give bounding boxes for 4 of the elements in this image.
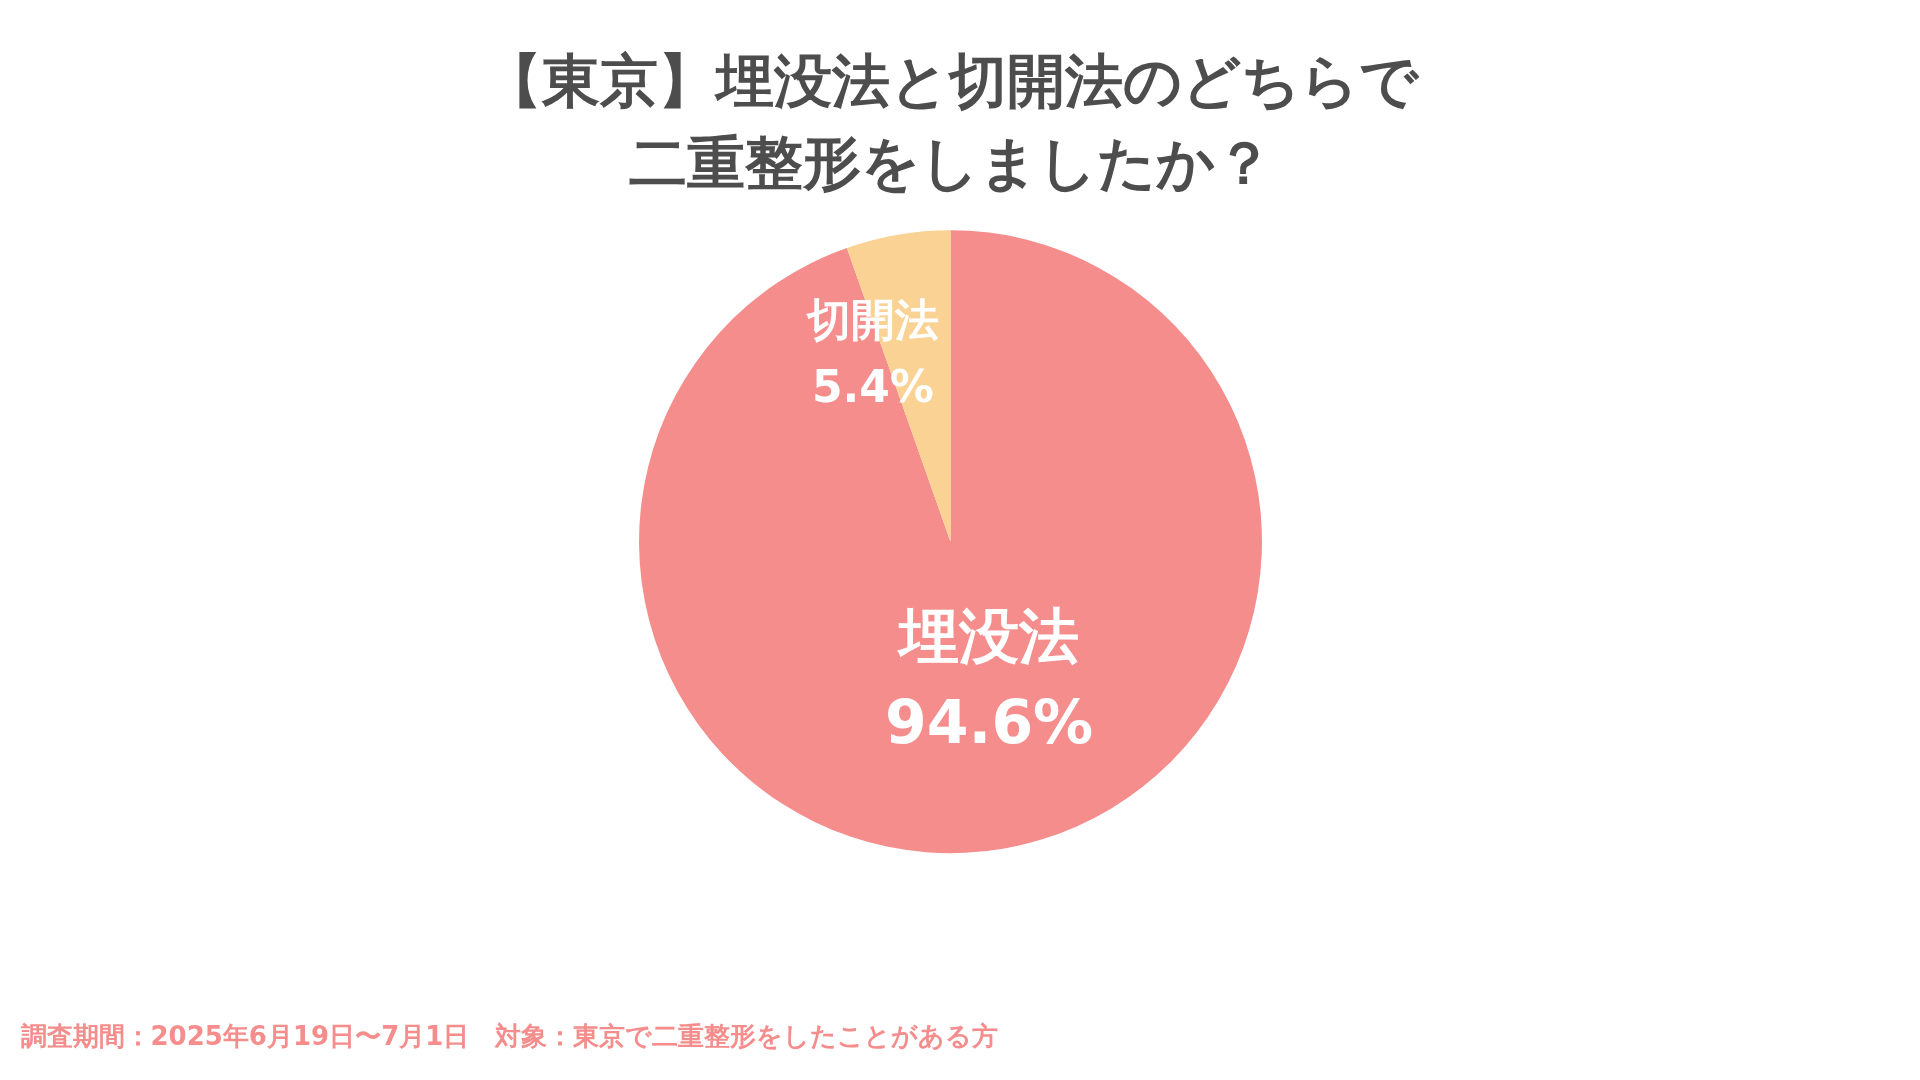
chart-title: 【東京】埋没法と切開法のどちらで二重整形をしましたか？ [483,46,1420,197]
text: 調査期間：2025年6月19日〜7月1日 対象：東京で二重整形をしたことがある方 [20,1020,999,1051]
slice-label: 埋没法 [896,600,1080,671]
data-label: 94.6% [885,686,1094,757]
